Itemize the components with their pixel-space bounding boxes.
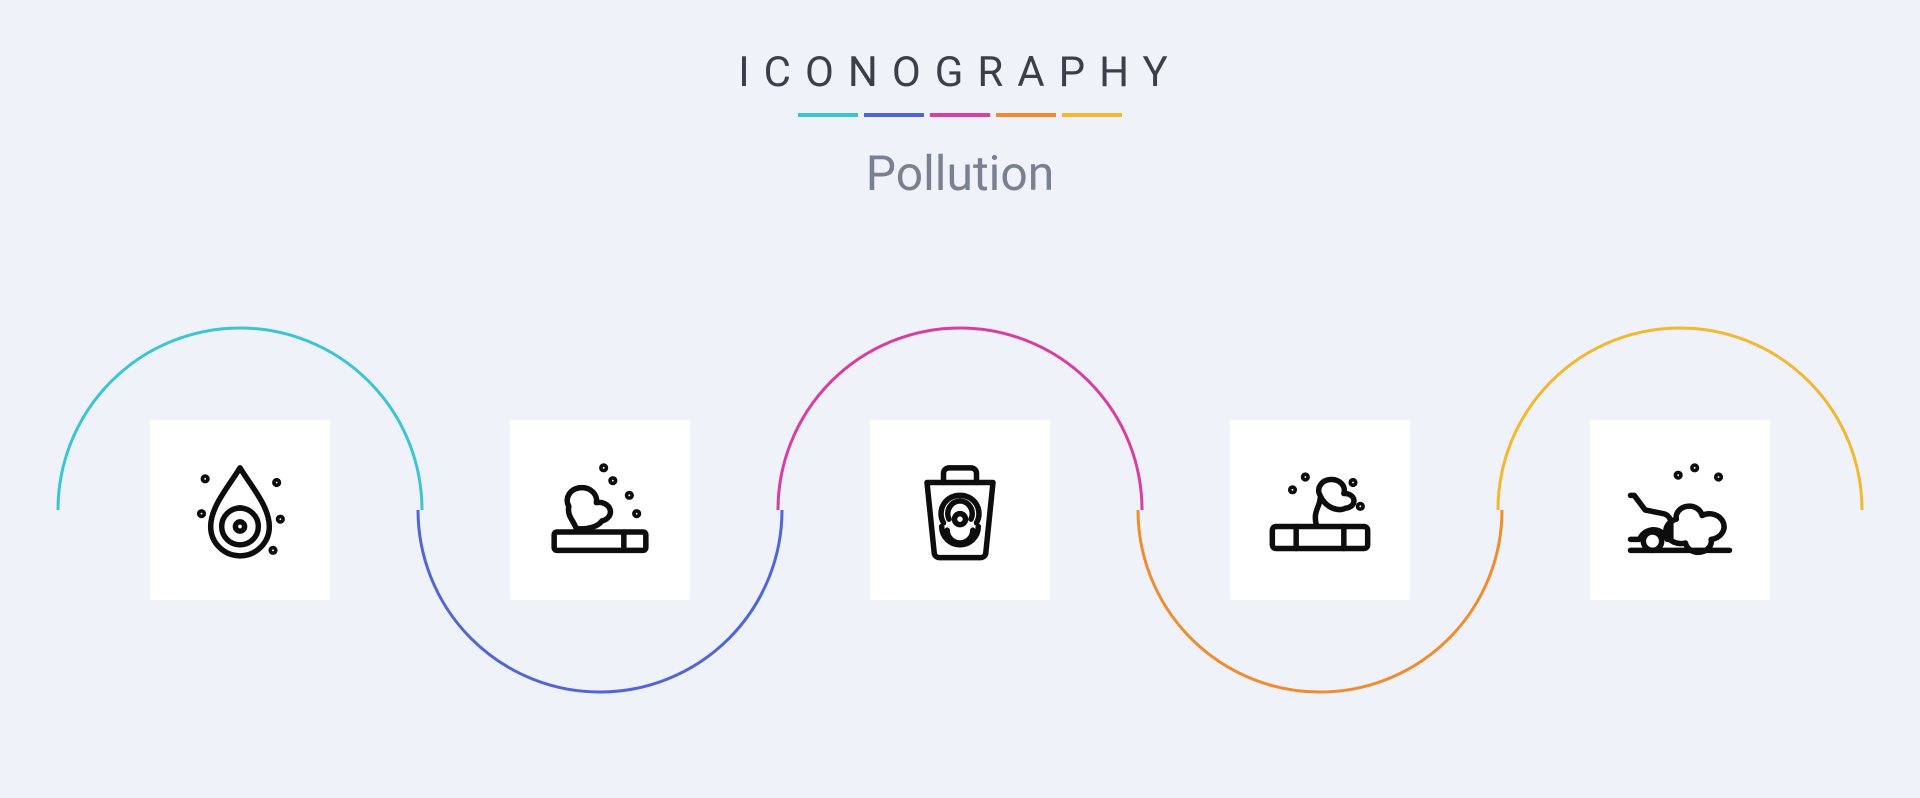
header: ICONOGRAPHY Pollution [0,0,1920,202]
page-title: ICONOGRAPHY [0,48,1920,97]
divider [0,113,1920,117]
car-exhaust-icon [1625,455,1735,565]
icon-box-1 [510,420,690,600]
icon-box-2 [870,420,1050,600]
biohazard-bin-icon [905,455,1015,565]
divider-seg-1 [864,113,924,117]
wave-row [0,270,1920,798]
divider-seg-0 [798,113,858,117]
subtitle: Pollution [0,145,1920,202]
divider-seg-3 [996,113,1056,117]
radioactive-drop-icon [185,455,295,565]
pipe-leak-icon [1265,455,1375,565]
icon-box-4 [1590,420,1770,600]
icon-box-0 [150,420,330,600]
icon-box-3 [1230,420,1410,600]
cigarette-smoke-icon [545,455,655,565]
divider-seg-4 [1062,113,1122,117]
divider-seg-2 [930,113,990,117]
